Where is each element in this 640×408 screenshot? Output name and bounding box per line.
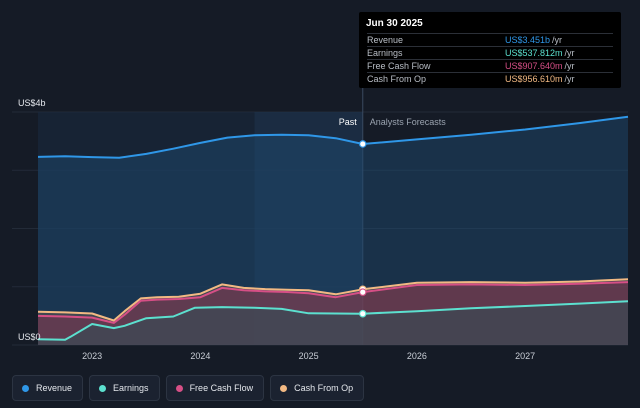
legend-dot-icon <box>99 384 107 392</box>
axis-labels: US$4b US$0 Past Analysts Forecasts 2023 2024 2… <box>18 98 535 361</box>
tooltip-value: US$537.812m <box>505 48 563 58</box>
legend-label: Earnings <box>113 383 149 393</box>
tooltip-unit: /yr <box>564 61 575 71</box>
tooltip-date: Jun 30 2025 <box>366 18 423 29</box>
series-lines <box>37 115 629 341</box>
tooltip-label: Free Cash Flow <box>367 61 431 71</box>
legend: Revenue Earnings Free Cash Flow Cash Fro… <box>12 375 365 401</box>
x-tick-label: 2023 <box>82 351 102 361</box>
tooltip-unit: /yr <box>564 48 575 58</box>
legend-dot-icon <box>22 384 29 392</box>
tooltip-label: Revenue <box>367 35 404 45</box>
y-axis-top-label: US$4b <box>18 98 46 108</box>
legend-item-cash-from-op[interactable]: Cash From Op <box>270 375 365 401</box>
x-tick-label: 2024 <box>190 351 210 361</box>
legend-label: Cash From Op <box>294 383 354 393</box>
tooltip-value: US$956.610m <box>505 74 563 84</box>
legend-item-earnings[interactable]: Earnings <box>89 375 160 401</box>
past-label: Past <box>339 117 358 127</box>
marker-free-cash-flow <box>358 288 367 296</box>
tooltip-unit: /yr <box>552 35 563 45</box>
legend-dot-icon <box>280 384 288 392</box>
tooltip-value: US$3.451b <box>505 35 551 45</box>
line-revenue <box>37 115 629 159</box>
tooltip-row-cash-from-op: Cash From Op US$956.610m /yr <box>367 72 613 85</box>
marker-earnings <box>358 309 367 318</box>
marker-revenue <box>358 140 367 148</box>
tooltip-label: Cash From Op <box>367 74 427 84</box>
y-axis-bottom-label: US$0 <box>18 332 41 342</box>
tooltip-value: US$907.640m <box>505 61 563 71</box>
legend-label: Revenue <box>36 383 73 393</box>
legend-item-free-cash-flow[interactable]: Free Cash Flow <box>165 375 265 401</box>
tooltip-row-earnings: Earnings US$537.812m /yr <box>367 46 613 59</box>
x-tick-label: 2027 <box>515 351 535 361</box>
x-tick-label: 2025 <box>299 351 319 361</box>
legend-label: Free Cash Flow <box>189 383 254 393</box>
line-earnings <box>37 300 629 341</box>
line-cash-from-op <box>37 278 629 322</box>
legend-item-revenue[interactable]: Revenue <box>12 375 84 401</box>
series-areas <box>38 116 628 345</box>
line-free-cash-flow <box>37 281 629 324</box>
tooltip-row-revenue: Revenue US$3.451b /yr <box>367 33 613 46</box>
forecast-label: Analysts Forecasts <box>370 117 447 127</box>
tooltip-row-free-cash-flow: Free Cash Flow US$907.640m /yr <box>367 59 613 72</box>
x-tick-label: 2026 <box>407 351 427 361</box>
hover-tooltip: Jun 30 2025 Revenue US$3.451b /yr Earnin… <box>359 12 621 88</box>
hover-markers <box>358 140 367 318</box>
legend-dot-icon <box>175 384 183 392</box>
tooltip-unit: /yr <box>564 74 575 84</box>
tooltip-label: Earnings <box>367 48 403 58</box>
